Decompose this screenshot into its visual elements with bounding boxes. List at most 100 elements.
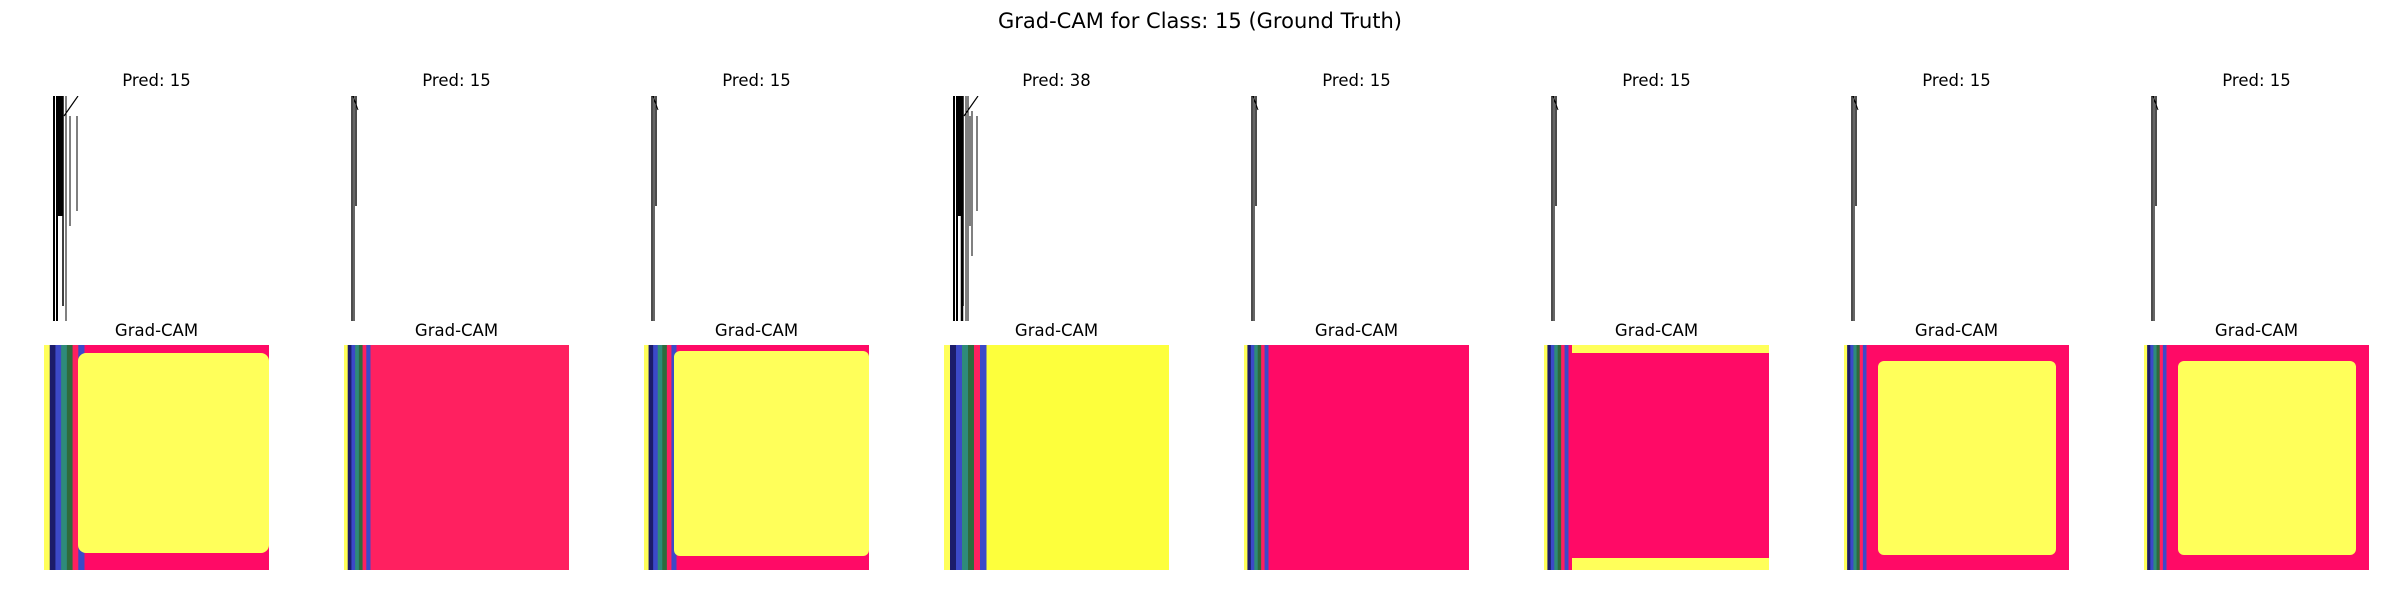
cam-strip-band (366, 345, 371, 570)
cam-strip-band (2153, 345, 2158, 570)
gradcam-heatmap (1544, 345, 1769, 570)
cam-strip-band (1544, 345, 1548, 570)
cam-strip-band (944, 345, 951, 570)
cam-background (1244, 345, 1469, 570)
cam-strip-band (1853, 345, 1858, 570)
prediction-title: Pred: 15 (1322, 71, 1391, 90)
input-stroke (1552, 96, 1559, 111)
cam-hot-region (78, 353, 269, 553)
cam-strip-band (1547, 345, 1552, 570)
cam-strip-band (1850, 345, 1854, 570)
gradcam-title: Grad-CAM (1914, 321, 1999, 340)
cam-strip-band (653, 345, 659, 570)
prediction-title: Pred: 15 (422, 71, 491, 90)
gradcam-title: Grad-CAM (714, 321, 799, 340)
cam-strip-band (671, 345, 677, 570)
prediction-title: Pred: 15 (2222, 71, 2291, 90)
cam-strip-band (662, 345, 668, 570)
cam-strip-band (968, 345, 975, 570)
gradcam-title: Grad-CAM (1614, 321, 1699, 340)
input-image-panel (344, 96, 569, 321)
input-stroke (1852, 96, 1859, 111)
cam-strip-band (1859, 345, 1864, 570)
gradcam-heatmap-panel (944, 345, 1169, 570)
input-background (1244, 96, 1469, 321)
cam-strip-band (2159, 345, 2164, 570)
input-background (944, 96, 1169, 321)
cam-strip-band (1847, 345, 1851, 570)
cam-background (1544, 345, 1769, 570)
input-image-panel (2144, 96, 2369, 321)
input-background (2144, 96, 2369, 321)
cam-strip-band (49, 345, 56, 570)
gradcam-heatmap-panel (344, 345, 569, 570)
gradcam-title: Grad-CAM (1314, 321, 1399, 340)
cam-strip-band (2156, 345, 2161, 570)
gradcam-heatmap (944, 345, 1169, 570)
cam-strip-band (1257, 345, 1262, 570)
cam-strip-band (962, 345, 969, 570)
cam-strip-band (1564, 345, 1569, 570)
input-background (1844, 96, 2069, 321)
cam-strip-band (355, 345, 360, 570)
cam-strip-band (351, 345, 356, 570)
input-image (1544, 96, 1769, 321)
input-image-panel (1544, 96, 1769, 321)
cam-background (344, 345, 569, 570)
cam-strip-band (1261, 345, 1266, 570)
cam-strip-band (2147, 345, 2151, 570)
input-stroke (63, 96, 79, 117)
gradcam-heatmap-panel (1544, 345, 1769, 570)
cam-strip-band (344, 345, 349, 570)
cam-strip-band (2150, 345, 2154, 570)
cam-strip-band (956, 345, 963, 570)
cam-strip-band (1844, 345, 1848, 570)
input-background (1544, 96, 1769, 321)
input-image-panel (1244, 96, 1469, 321)
input-image (44, 96, 269, 321)
input-background (44, 96, 269, 321)
cam-strip-band (1557, 345, 1562, 570)
cam-strip-band (1264, 345, 1269, 570)
input-image (944, 96, 1169, 321)
gradcam-heatmap (2144, 345, 2369, 570)
cam-hot-region (2178, 361, 2356, 555)
cam-strip-band (980, 345, 987, 570)
input-background (644, 96, 869, 321)
input-stroke (963, 96, 979, 117)
cam-strip-band (358, 345, 364, 570)
input-image-panel (44, 96, 269, 321)
cam-hot-region (674, 351, 869, 556)
gradcam-heatmap (1844, 345, 2069, 570)
input-stroke (2152, 96, 2159, 111)
input-image (2144, 96, 2369, 321)
cam-strip-band (66, 345, 74, 570)
cam-strip-band (61, 345, 68, 570)
gradcam-heatmap (644, 345, 869, 570)
gradcam-heatmap-panel (1244, 345, 1469, 570)
gradcam-title: Grad-CAM (414, 321, 499, 340)
gradcam-title: Grad-CAM (1014, 321, 1099, 340)
cam-strip-band (1244, 345, 1248, 570)
gradcam-title: Grad-CAM (114, 321, 199, 340)
input-background (344, 96, 569, 321)
cam-hot-region (1878, 361, 2056, 555)
gradcam-heatmap-panel (1844, 345, 2069, 570)
cam-strip-band (1550, 345, 1555, 570)
prediction-title: Pred: 15 (1922, 71, 1991, 90)
gradcam-title: Grad-CAM (2214, 321, 2299, 340)
cam-strip-band (347, 345, 352, 570)
input-image (1844, 96, 2069, 321)
figure-title: Grad-CAM for Class: 15 (Ground Truth) (998, 9, 1402, 33)
input-image-panel (1844, 96, 2069, 321)
prediction-title: Pred: 38 (1022, 71, 1091, 90)
cam-hot-region (1572, 345, 1769, 353)
cam-strip-band (72, 345, 79, 570)
cam-strip-band (1254, 345, 1259, 570)
cam-strip-band (666, 345, 672, 570)
cam-strip-band (44, 345, 51, 570)
cam-hot-region (1572, 558, 1769, 570)
input-stroke (1252, 96, 1259, 111)
cam-strip-band (1862, 345, 1867, 570)
gradcam-heatmap (1244, 345, 1469, 570)
